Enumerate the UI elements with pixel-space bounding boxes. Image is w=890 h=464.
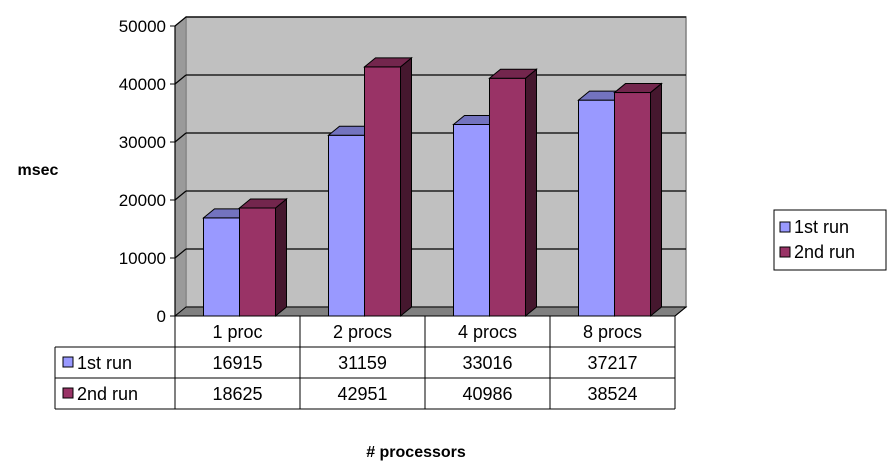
legend-box	[773, 209, 887, 271]
y-tick-label: 10000	[119, 249, 166, 268]
legend-label: 1st run	[794, 217, 849, 237]
table-row-swatch	[62, 387, 74, 399]
table-cell: 38524	[587, 384, 637, 404]
bar-side	[525, 68, 537, 318]
bar-front	[578, 99, 615, 317]
table-cell: 16915	[212, 353, 262, 373]
table-header-cell: 2 procs	[333, 322, 392, 342]
bar	[488, 68, 538, 318]
gridline-side	[174, 74, 187, 85]
bar	[363, 56, 413, 318]
bar	[238, 197, 288, 318]
table-cell: 40986	[462, 384, 512, 404]
y-axis: 0 10000 20000 30000 40000 50000	[119, 17, 176, 326]
bar-front	[614, 92, 651, 317]
bar-top	[238, 198, 288, 209]
legend-label: 2nd run	[794, 242, 855, 262]
gridline-side	[174, 132, 187, 143]
y-tick-label: 30000	[119, 133, 166, 152]
y-tick-label: 40000	[119, 75, 166, 94]
side-wall	[174, 15, 187, 318]
table-row-swatch	[62, 356, 74, 368]
x-axis-title: # processors	[366, 444, 466, 461]
table-header-cell: 1 proc	[212, 322, 262, 342]
table-cell: 37217	[587, 353, 637, 373]
data-table: 1 proc 2 procs 4 procs 8 procs 1st run 16915 3…	[54, 306, 687, 410]
y-tick-label: 50000	[119, 17, 166, 36]
table-cell: 42951	[337, 384, 387, 404]
legend-swatch	[779, 221, 791, 233]
table-row-label: 1st run	[77, 353, 132, 373]
gridline-side	[174, 248, 187, 259]
table-border	[674, 306, 687, 317]
table-header-cell: 8 procs	[583, 322, 642, 342]
bar-side	[650, 82, 662, 318]
bar-side	[400, 56, 412, 318]
bar-top	[488, 68, 538, 79]
table-cell: 18625	[212, 384, 262, 404]
bar-top	[363, 57, 413, 68]
y-tick-label: 0	[157, 307, 166, 326]
bar-side	[275, 197, 287, 318]
table-header-cell: 4 procs	[458, 322, 517, 342]
legend: 1st run 2nd run	[773, 209, 887, 271]
gridline-side	[174, 190, 187, 201]
gridline-side	[174, 16, 187, 27]
bar-front	[453, 124, 490, 317]
table-row-label: 2nd run	[77, 384, 138, 404]
bar-front	[328, 134, 365, 317]
bar-top	[613, 83, 663, 94]
y-axis-title: msec	[18, 162, 59, 179]
bars	[202, 56, 663, 318]
bar-front	[364, 66, 401, 317]
bar-front	[203, 217, 240, 317]
bar-front	[239, 207, 276, 317]
table-cell: 33016	[462, 353, 512, 373]
table-cell: 31159	[338, 353, 387, 373]
y-tick-label: 20000	[119, 191, 166, 210]
bar-front	[489, 77, 526, 317]
legend-swatch	[779, 246, 791, 258]
bar	[613, 82, 663, 318]
